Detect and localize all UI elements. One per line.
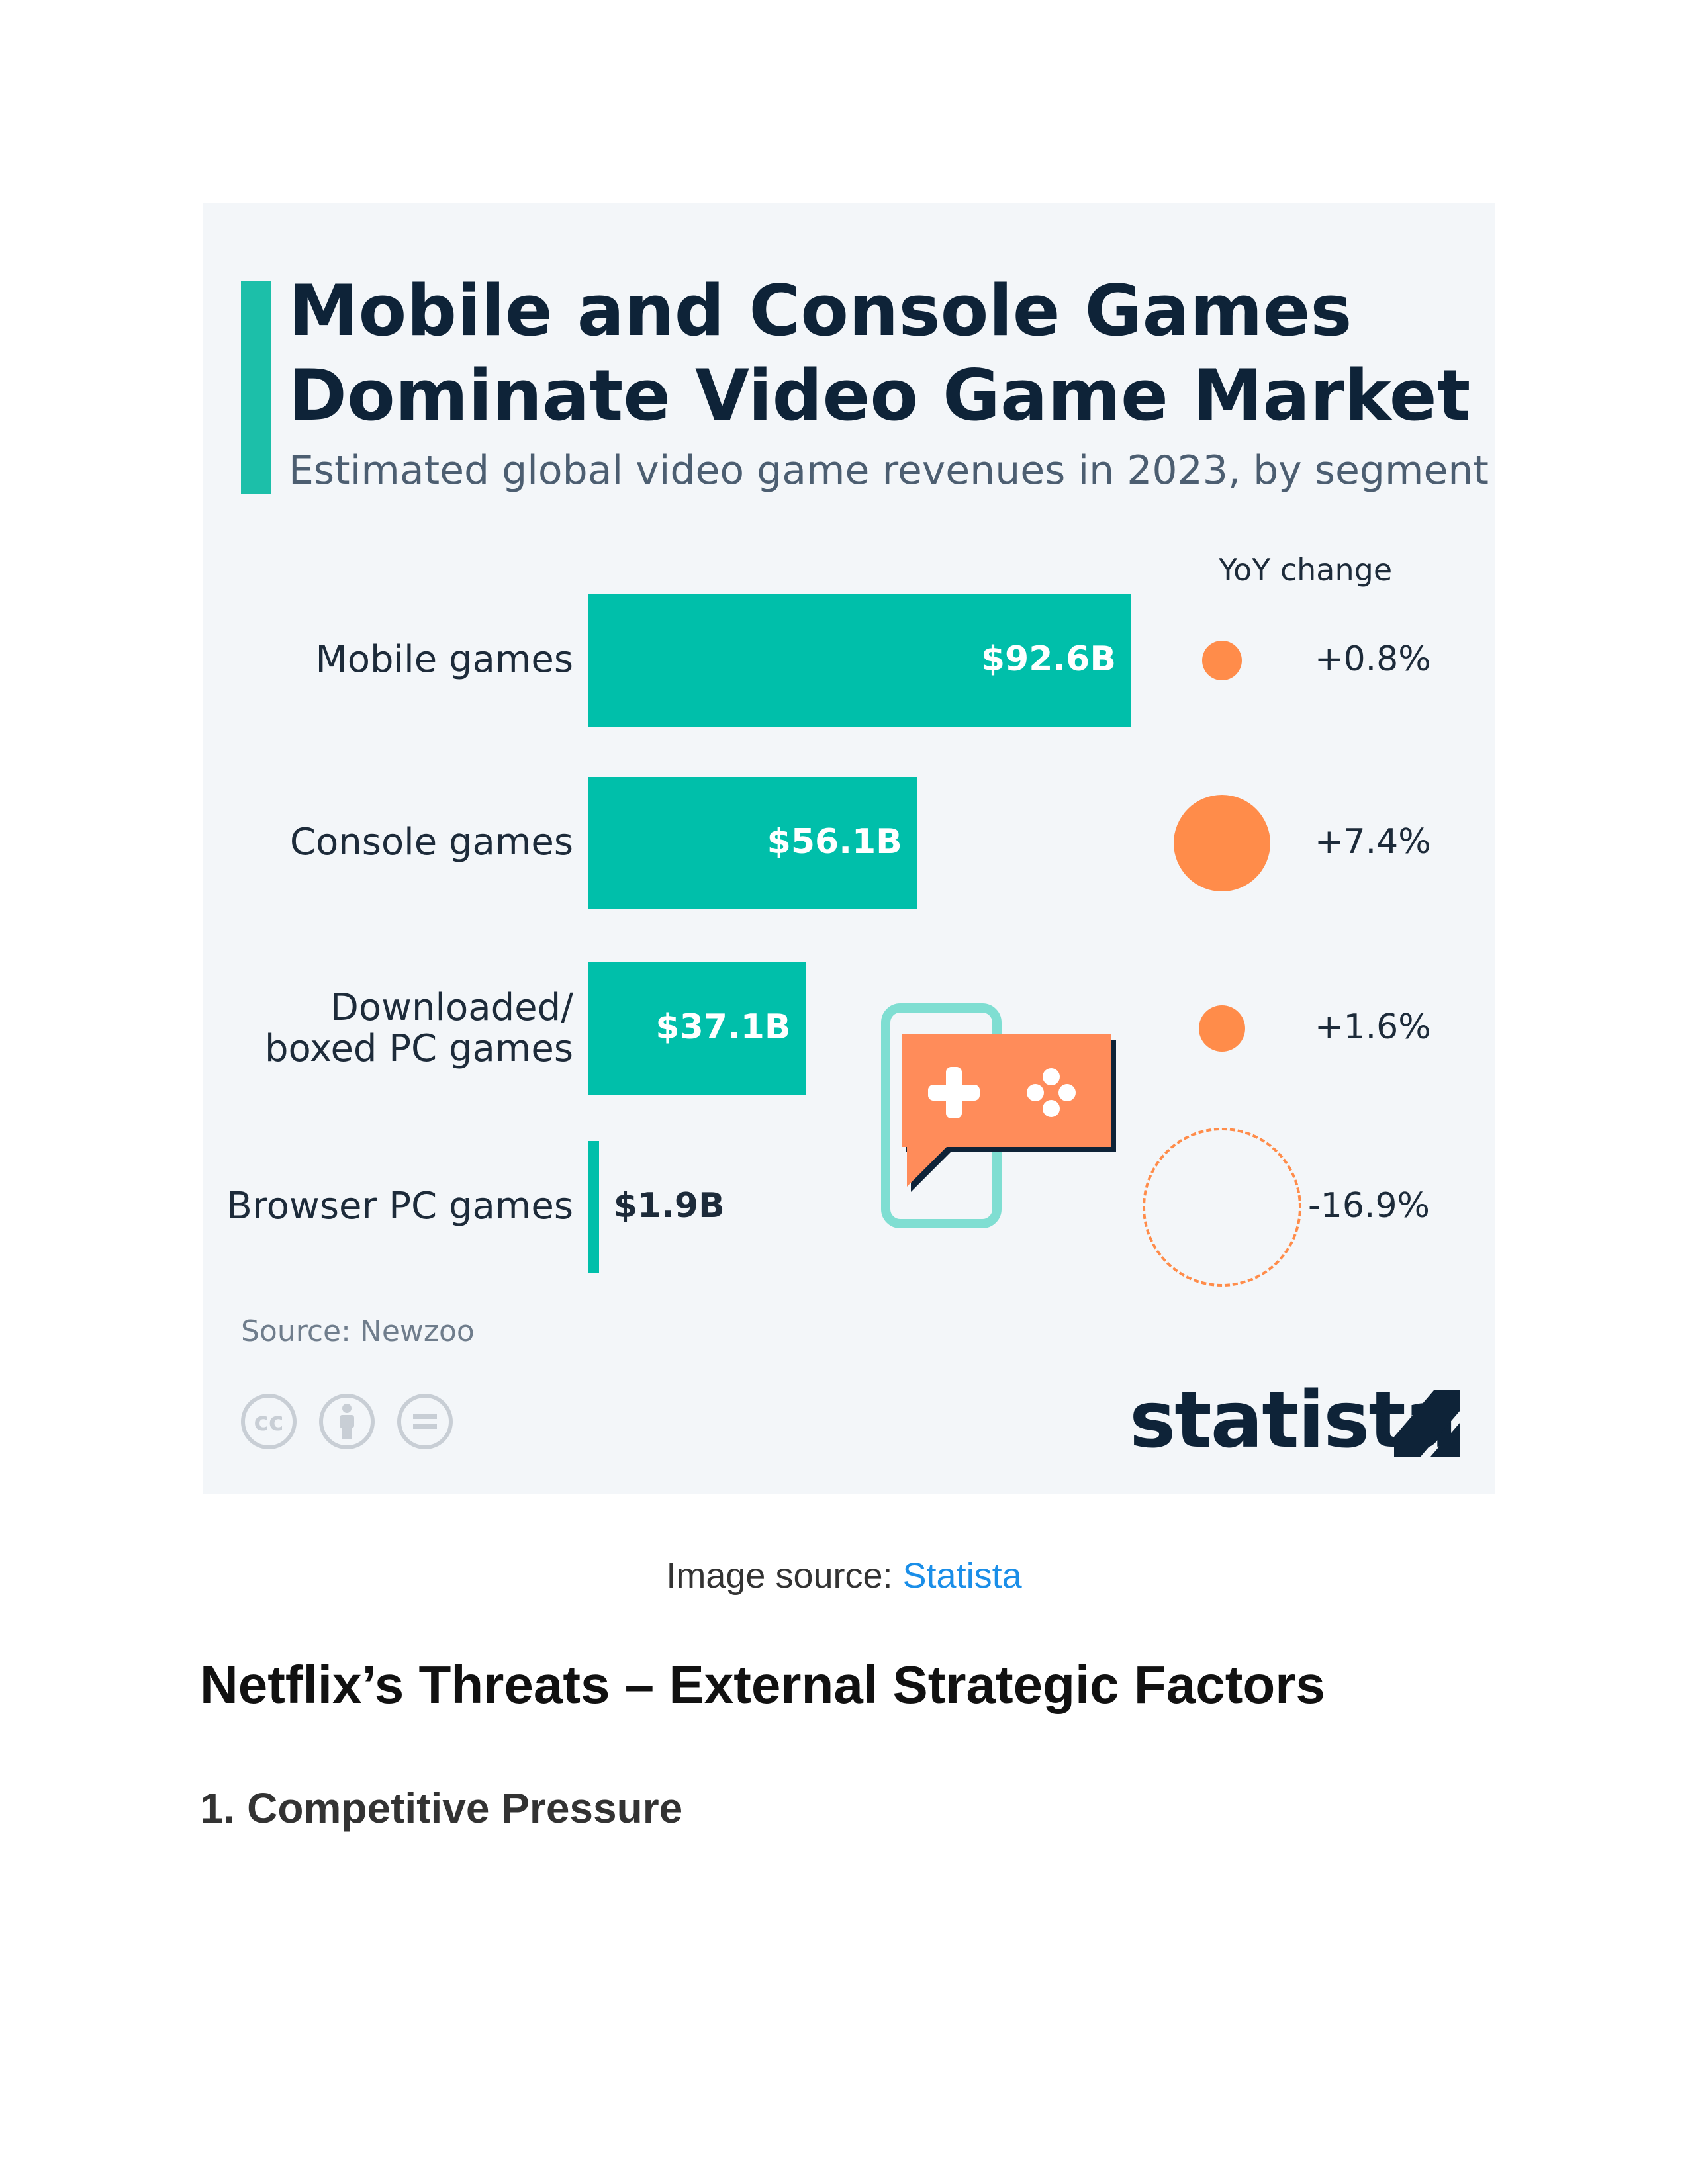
yoy-header: YoY change (1219, 552, 1393, 588)
section-heading: Netflix’s Threats – External Strategic F… (200, 1655, 1325, 1714)
category-label: Browser PC games (226, 1185, 573, 1228)
infographic-card: Mobile and Console Games Dominate Video … (203, 203, 1495, 1494)
cc-icon: cc (241, 1394, 297, 1449)
statista-logo-icon (1394, 1390, 1460, 1457)
chart-title: Mobile and Console Games Dominate Video … (289, 270, 1471, 436)
yoy-dot (1143, 1128, 1301, 1287)
bar (588, 594, 1131, 727)
bar-value-label: $1.9B (613, 1186, 725, 1226)
bar-value-label: $56.1B (767, 822, 902, 862)
no-derivatives-icon (397, 1394, 453, 1449)
title-accent-bar (241, 281, 271, 494)
bar (588, 777, 917, 909)
bar (588, 1141, 599, 1273)
bar-value-label: $92.6B (980, 639, 1116, 679)
bar-value-label: $37.1B (655, 1007, 791, 1047)
yoy-dot (1201, 640, 1243, 681)
image-caption: Image source: Statista (0, 1555, 1688, 1596)
caption-prefix: Image source: (666, 1556, 903, 1596)
subsection-heading: 1. Competitive Pressure (200, 1784, 683, 1832)
category-label: Mobile games (315, 638, 573, 681)
attribution-icon (319, 1394, 375, 1449)
yoy-dot (1173, 794, 1271, 892)
chart-subtitle: Estimated global video game revenues in … (289, 447, 1489, 494)
bar (588, 962, 806, 1095)
category-label: Console games (289, 821, 573, 864)
yoy-value: +7.4% (1315, 822, 1431, 862)
statista-link[interactable]: Statista (902, 1556, 1022, 1596)
yoy-value: +0.8% (1315, 639, 1431, 679)
source-note: Source: Newzoo (241, 1314, 475, 1348)
yoy-dot (1198, 1005, 1246, 1052)
yoy-value: -16.9% (1308, 1186, 1430, 1226)
game-controller-icon (881, 1003, 1116, 1228)
yoy-value: +1.6% (1315, 1007, 1431, 1047)
category-label: Downloaded/boxed PC games (264, 986, 573, 1070)
